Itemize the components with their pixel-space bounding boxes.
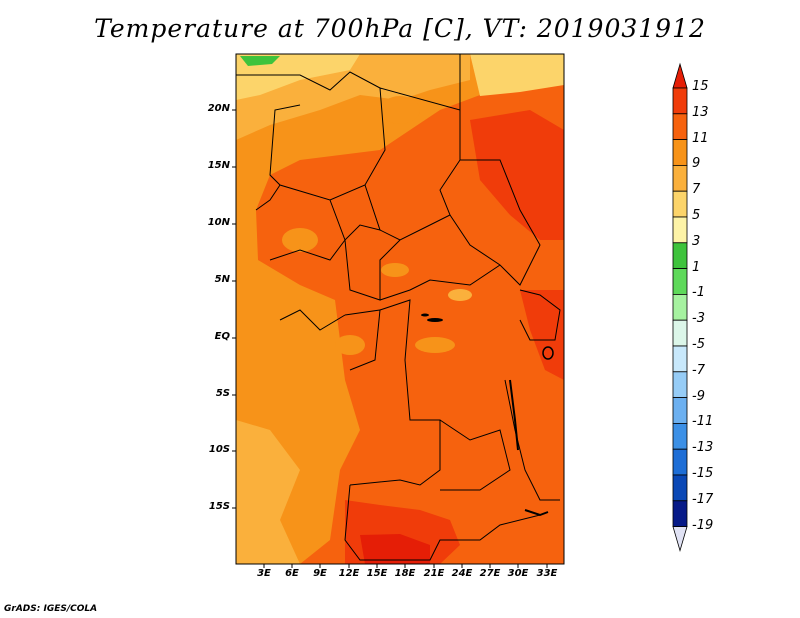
map-title: Temperature at 700hPa [C], VT: 201903191… [94, 14, 706, 43]
colorbar-label: -13 [692, 440, 714, 456]
lakes [421, 313, 554, 517]
colorbar-band [672, 113, 688, 141]
colorbar-label: 9 [692, 156, 701, 172]
lat-tick-label: 15N [207, 160, 230, 171]
colorbar-band [672, 293, 688, 321]
colorbar-bottom-triangle [672, 526, 688, 553]
field-ne-yellow [470, 54, 564, 96]
colorbar-label: -15 [692, 466, 714, 481]
lat-tick-label: 10N [207, 217, 230, 228]
colorbar-band [672, 371, 688, 398]
lon-tick-label: 27E [479, 568, 501, 579]
colorbar-top-triangle [672, 62, 688, 89]
lon-tick-label: 18E [394, 568, 416, 579]
colorbar-label: 11 [692, 130, 709, 146]
colorbar-label: 5 [692, 208, 701, 223]
colorbar-band [672, 448, 688, 476]
lon-tick-label: 3E [257, 568, 271, 579]
credit-text: GrADS: IGES/COLA [4, 604, 98, 614]
colorbar-band [672, 216, 688, 244]
lon-tick-label: 30E [507, 568, 529, 579]
colorbar-label: -7 [692, 362, 705, 378]
colorbar-label: 13 [692, 104, 709, 120]
lon-ticks [263, 564, 548, 568]
country-borders [236, 54, 561, 561]
colorbar-label: -11 [692, 414, 714, 430]
lon-tick-label: 24E [451, 568, 473, 579]
lat-tick-label: 5S [215, 388, 230, 399]
map-frame [235, 53, 565, 565]
lon-tick-label: 12E [338, 568, 360, 579]
colorbar-band [672, 422, 688, 450]
colorbar-label: 15 [692, 79, 709, 94]
lat-tick-label: 20N [207, 103, 230, 114]
field-east-hot [470, 110, 564, 240]
colorbar-label: -5 [692, 337, 705, 352]
colorbar-label: -3 [692, 311, 705, 327]
colorbar-label: 1 [692, 259, 701, 275]
temperature-field [236, 54, 564, 564]
field-atlantic [236, 54, 480, 564]
lon-tick-label: 21E [423, 568, 445, 579]
colorbar-band [672, 190, 688, 218]
colorbar-band [672, 319, 688, 347]
lon-tick-label: 9E [313, 568, 327, 579]
colorbar-label: -19 [692, 517, 714, 533]
lon-tick-label: 15E [366, 568, 388, 579]
field-southwest [236, 420, 300, 564]
colorbar [672, 62, 688, 553]
field-east-africa [520, 290, 564, 380]
colorbar-label: -1 [692, 285, 705, 301]
colorbar-band [672, 397, 688, 424]
colorbar-band [672, 268, 688, 295]
colorbar-label: 3 [692, 233, 701, 249]
lat-tick-label: 15S [208, 501, 230, 512]
colorbar-band [672, 164, 688, 192]
lat-ticks [232, 109, 236, 509]
lat-tick-label: 10S [208, 444, 230, 455]
lat-tick-label: 5N [214, 274, 230, 285]
lat-tick-label: EQ [214, 331, 230, 342]
colorbar-label: -9 [692, 388, 705, 404]
colorbar-band [672, 345, 688, 373]
field-south-hotter [360, 534, 430, 564]
colorbar-band [672, 87, 688, 115]
field-north-yellow [236, 54, 360, 100]
colorbar-band [672, 500, 688, 527]
colorbar-band [672, 474, 688, 502]
lon-tick-label: 33E [536, 568, 558, 579]
field-green-patch [240, 56, 280, 66]
colorbar-label: -17 [692, 491, 714, 507]
lon-tick-label: 6E [285, 568, 299, 579]
colorbar-band [672, 139, 688, 166]
colorbar-band [672, 242, 688, 270]
colorbar-label: 7 [692, 182, 701, 198]
